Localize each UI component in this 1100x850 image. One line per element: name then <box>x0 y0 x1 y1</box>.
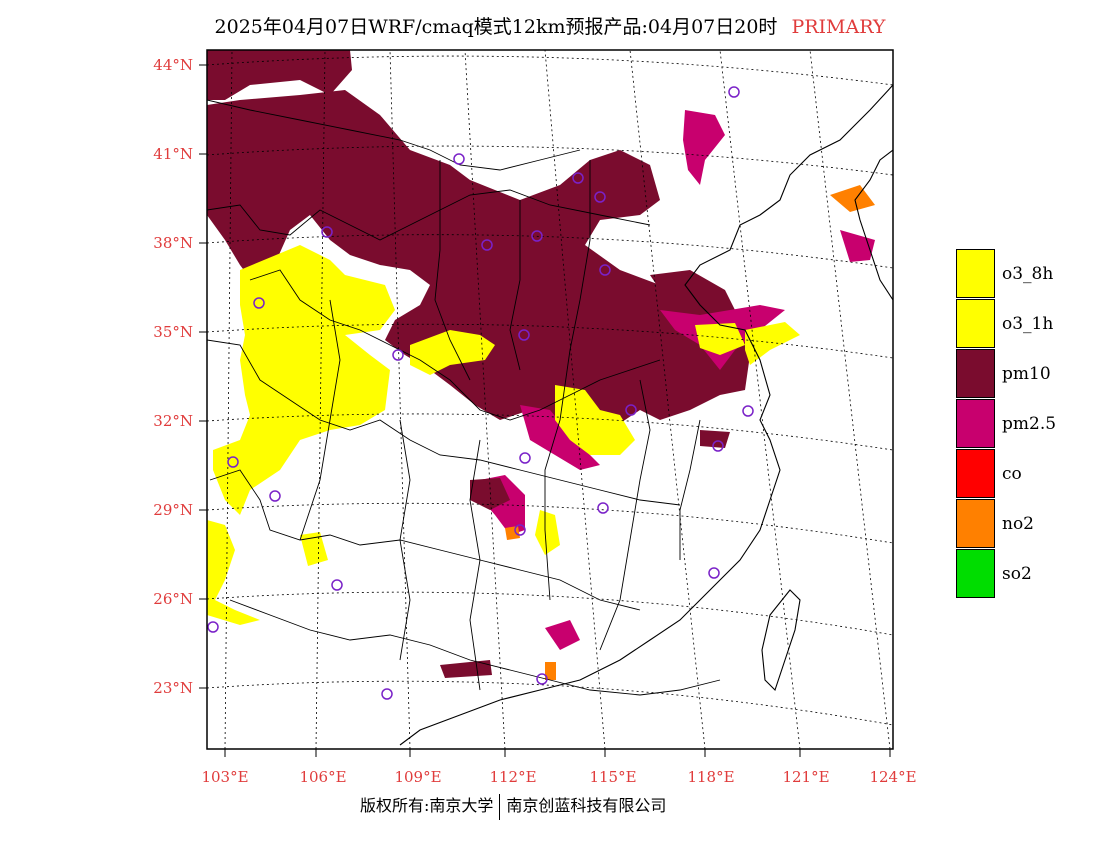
lat-label: 38°N <box>153 234 193 252</box>
legend-label: pm2.5 <box>1002 414 1057 434</box>
o3-region-hubei <box>555 385 635 455</box>
o3-region-guizhou <box>300 532 328 566</box>
pm25-region-northeast <box>683 110 725 185</box>
lat-label: 44°N <box>153 56 193 74</box>
lat-label: 32°N <box>153 412 193 430</box>
city-marker <box>597 502 609 514</box>
map-frame <box>206 49 894 750</box>
o3-region-jiangxi <box>535 510 560 555</box>
graticule <box>207 50 893 749</box>
copyright-footer: 版权所有:南京大学 南京创蓝科技有限公司 <box>360 792 666 820</box>
lon-label: 118°E <box>687 768 734 786</box>
city-marker <box>207 621 219 633</box>
pm25-region-guangdong <box>545 620 580 650</box>
pm25-region-liaoning <box>840 230 875 262</box>
city-markers <box>207 86 754 700</box>
city-marker <box>728 86 740 98</box>
city-marker <box>594 191 606 203</box>
legend-label: so2 <box>1002 564 1032 584</box>
city-marker <box>625 404 637 416</box>
city-marker <box>708 567 720 579</box>
lon-label: 115°E <box>589 768 636 786</box>
title-main: 2025年04月07日WRF/cmaq模式12km预报产品:04月07日20时 <box>214 16 778 38</box>
lat-label: 29°N <box>153 501 193 519</box>
pm10-region-guangxi <box>440 660 492 678</box>
legend-label: o3_1h <box>1002 314 1054 334</box>
korea-outline <box>854 149 893 301</box>
lat-label: 23°N <box>153 679 193 697</box>
lat-label: 35°N <box>153 323 193 341</box>
title-tag: PRIMARY <box>791 16 886 38</box>
province-boundaries <box>207 99 721 696</box>
city-marker <box>519 452 531 464</box>
copyright-right: 南京创蓝科技有限公司 <box>506 796 667 815</box>
taiwan-outline <box>761 589 801 692</box>
city-marker <box>531 230 543 242</box>
city-marker <box>572 172 584 184</box>
city-marker <box>518 329 530 341</box>
pm10-region-anhui <box>700 430 730 448</box>
legend-swatch <box>956 499 995 548</box>
footer-separator <box>499 793 501 820</box>
lat-labels: 44°N 41°N 38°N 35°N 32°N 29°N 26°N 23°N <box>153 56 193 697</box>
legend-label: co <box>1002 464 1022 484</box>
lon-label: 124°E <box>869 768 916 786</box>
no2-region-liaoning <box>830 185 875 212</box>
coastline <box>399 84 893 746</box>
legend-swatch <box>956 399 995 448</box>
legend-swatch <box>956 249 995 298</box>
legend-swatch <box>956 549 995 598</box>
lon-labels: 103°E 106°E 109°E 112°E 115°E 118°E 121°… <box>201 768 916 786</box>
lon-label: 109°E <box>394 768 441 786</box>
city-marker <box>331 579 343 591</box>
lat-label: 41°N <box>153 145 193 163</box>
no2-region-guangdong <box>545 662 556 680</box>
city-marker <box>481 239 493 251</box>
legend-label: no2 <box>1002 514 1034 534</box>
o3-region-central <box>410 330 495 375</box>
lat-axis <box>199 64 207 689</box>
city-marker <box>321 226 333 238</box>
legend-label: pm10 <box>1002 364 1051 384</box>
city-marker <box>742 405 754 417</box>
pollution-layer <box>207 50 875 680</box>
pm10-region-east <box>650 270 740 320</box>
city-marker <box>514 524 526 536</box>
city-marker <box>392 349 404 361</box>
city-marker <box>269 490 281 502</box>
legend-swatch <box>956 299 995 348</box>
o3-region-coast <box>745 322 800 365</box>
lon-label: 112°E <box>489 768 536 786</box>
o3-region-west <box>213 245 395 515</box>
city-marker <box>227 456 239 468</box>
pm10-region-hubei <box>470 478 510 510</box>
city-marker <box>712 440 724 452</box>
city-marker <box>453 153 465 165</box>
city-marker <box>381 688 393 700</box>
o3-region-sw <box>207 520 260 625</box>
lon-label: 103°E <box>201 768 248 786</box>
no2-region-hunan <box>505 526 520 540</box>
pm10-region-main <box>207 90 750 430</box>
legend-swatch <box>956 349 995 398</box>
legend-swatch <box>956 449 995 498</box>
lon-label: 121°E <box>782 768 829 786</box>
copyright-left: 版权所有:南京大学 <box>360 796 494 815</box>
city-marker <box>599 264 611 276</box>
lon-axis <box>224 749 891 757</box>
city-marker <box>536 673 548 685</box>
lon-label: 106°E <box>299 768 346 786</box>
legend-label: o3_8h <box>1002 264 1054 284</box>
map-title: 2025年04月07日WRF/cmaq模式12km预报产品:04月07日20时 P… <box>0 12 1100 39</box>
o3-region-jiangsu <box>695 323 745 355</box>
city-marker <box>253 297 265 309</box>
lat-label: 26°N <box>153 590 193 608</box>
